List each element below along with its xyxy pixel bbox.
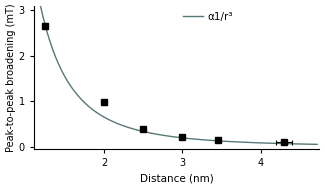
Legend: α1/r³: α1/r³	[182, 11, 234, 23]
X-axis label: Distance (nm): Distance (nm)	[140, 174, 214, 184]
Y-axis label: Peak-to-peak broadening (mT): Peak-to-peak broadening (mT)	[6, 3, 16, 152]
